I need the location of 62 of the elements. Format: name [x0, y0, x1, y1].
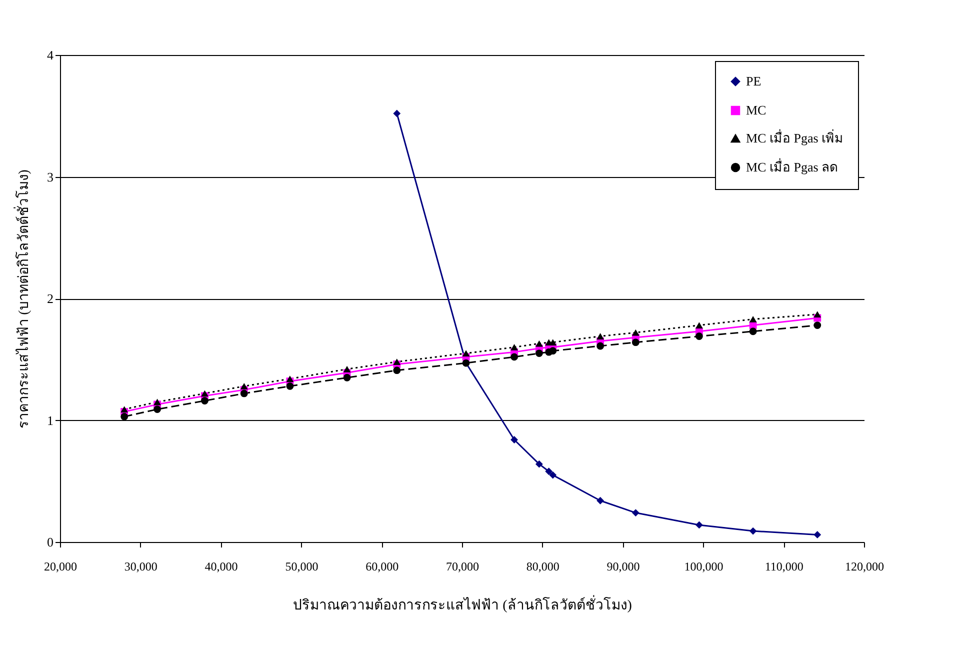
point [535, 460, 543, 468]
y-tick-label: 1 [47, 412, 54, 428]
x-tick-label: 40,000 [204, 560, 238, 574]
point [695, 332, 703, 340]
y-tick-label: 4 [47, 48, 54, 62]
point [154, 398, 161, 406]
x-tick-label: 20,000 [44, 560, 77, 574]
point [749, 316, 757, 322]
x-tick-label: 110,000 [764, 560, 804, 574]
point [286, 382, 294, 390]
point [549, 471, 557, 479]
point [596, 496, 604, 504]
legend-label: MC เมื่อ Pgas เพิ่ม [746, 130, 844, 146]
x-tick-label: 80,000 [526, 560, 560, 574]
x-axis-title: ปริมาณความต้องการกระแสไฟฟ้า (ล้านกิโลวัตต์ชั่วโมง) [293, 596, 632, 614]
point [393, 358, 401, 366]
point [120, 412, 128, 420]
point [749, 328, 757, 336]
point [814, 311, 822, 318]
point [343, 374, 351, 382]
point [240, 390, 248, 398]
x-tick-label: 50,000 [285, 560, 318, 574]
point [632, 338, 640, 346]
x-tick-label: 90,000 [606, 560, 640, 574]
x-tick-label: 30,000 [124, 560, 158, 574]
x-tick-label: 120,000 [845, 560, 884, 574]
y-tick-label: 3 [47, 169, 54, 184]
point [695, 322, 703, 328]
x-tick-label: 70,000 [446, 560, 479, 574]
point [535, 340, 543, 347]
point [632, 329, 640, 336]
point [814, 322, 822, 329]
point [596, 333, 604, 340]
point [510, 436, 518, 444]
x-tick-label: 60,000 [366, 560, 399, 574]
point [393, 110, 401, 118]
legend-label: PE [746, 74, 762, 88]
point [596, 342, 604, 350]
point [545, 468, 553, 476]
point [240, 382, 248, 390]
point [695, 521, 703, 529]
point [814, 530, 822, 538]
point [510, 353, 518, 361]
y-tick-label: 2 [47, 291, 54, 306]
point [749, 527, 757, 535]
point [343, 366, 351, 372]
point [120, 406, 128, 413]
point [549, 347, 557, 355]
point [286, 376, 294, 382]
legend-label: MC เมื่อ Pgas ลด [746, 158, 838, 174]
y-tick-label: 0 [47, 534, 54, 550]
point [201, 397, 208, 404]
point [462, 350, 470, 356]
point [632, 509, 640, 516]
legend-label: MC [746, 102, 766, 118]
x-tick-label: 100,000 [684, 560, 724, 574]
point [154, 406, 161, 413]
point [510, 344, 518, 350]
y-axis-title: ราคากระแสไฟฟ้า (บาทต่อกิโลวัตต์ชั่วโมง) [14, 169, 32, 428]
point [393, 366, 401, 374]
point [201, 390, 208, 397]
point [535, 350, 543, 357]
